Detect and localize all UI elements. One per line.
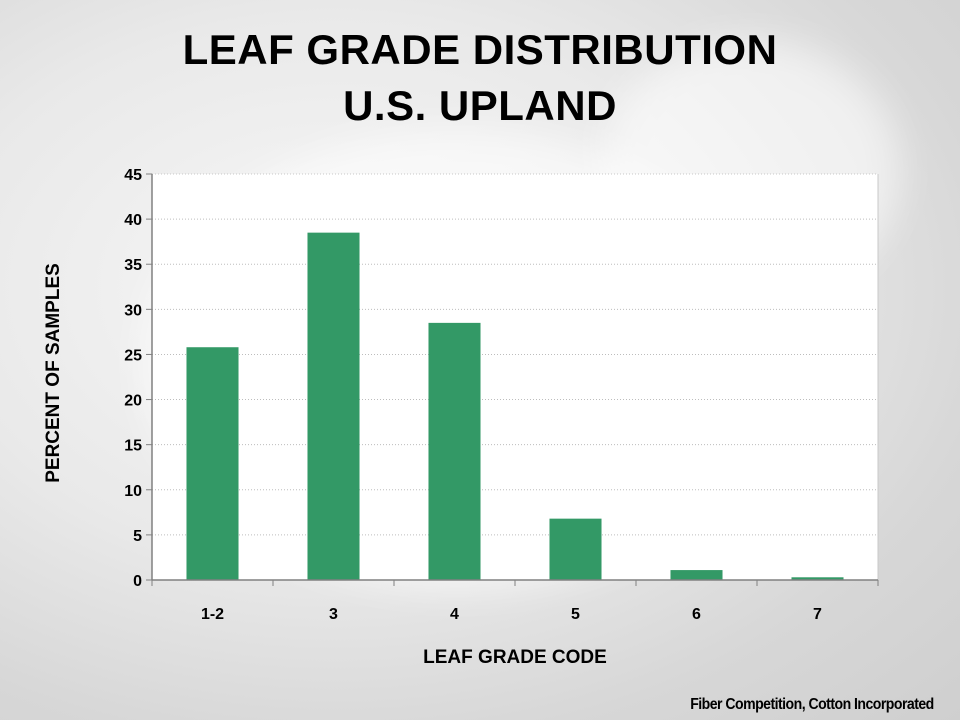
x-tick-label: 7 — [813, 606, 822, 623]
y-tick-label: 35 — [124, 257, 142, 274]
y-tick-label: 5 — [133, 528, 142, 545]
y-tick-labels: 0 5 10 15 20 25 30 35 40 45 — [124, 167, 142, 590]
bar — [186, 347, 239, 580]
bar — [670, 570, 723, 580]
chart-title-line-1: LEAF GRADE DISTRIBUTION — [182, 26, 778, 73]
bar — [549, 518, 602, 580]
bar — [307, 232, 360, 580]
y-tick-label: 40 — [124, 212, 142, 229]
x-tick-label: 1-2 — [201, 606, 224, 623]
x-tick-labels: 1-2 3 4 5 6 7 — [201, 606, 822, 623]
bar — [428, 322, 481, 580]
source-credit: Fiber Competition, Cotton Incorporated — [690, 696, 934, 713]
x-tick-label: 4 — [450, 606, 459, 623]
x-tick-label: 6 — [692, 606, 701, 623]
y-tick-label: 30 — [124, 302, 142, 319]
x-tick-label: 3 — [329, 606, 338, 623]
bar — [791, 577, 844, 580]
y-tick-label: 20 — [124, 393, 142, 410]
y-axis-label: PERCENT OF SAMPLES — [43, 263, 64, 483]
x-tick-label: 5 — [571, 606, 580, 623]
axes — [146, 173, 879, 586]
y-tick-label: 0 — [133, 573, 142, 590]
bars — [186, 232, 844, 580]
y-tick-label: 45 — [124, 167, 142, 184]
chart-title-line-2: U.S. UPLAND — [343, 82, 617, 129]
plot-area — [152, 174, 878, 580]
x-axis-label: LEAF GRADE CODE — [423, 647, 607, 668]
y-tick-label: 10 — [124, 483, 142, 500]
y-tick-label: 15 — [124, 438, 142, 455]
y-tick-label: 25 — [124, 347, 142, 364]
